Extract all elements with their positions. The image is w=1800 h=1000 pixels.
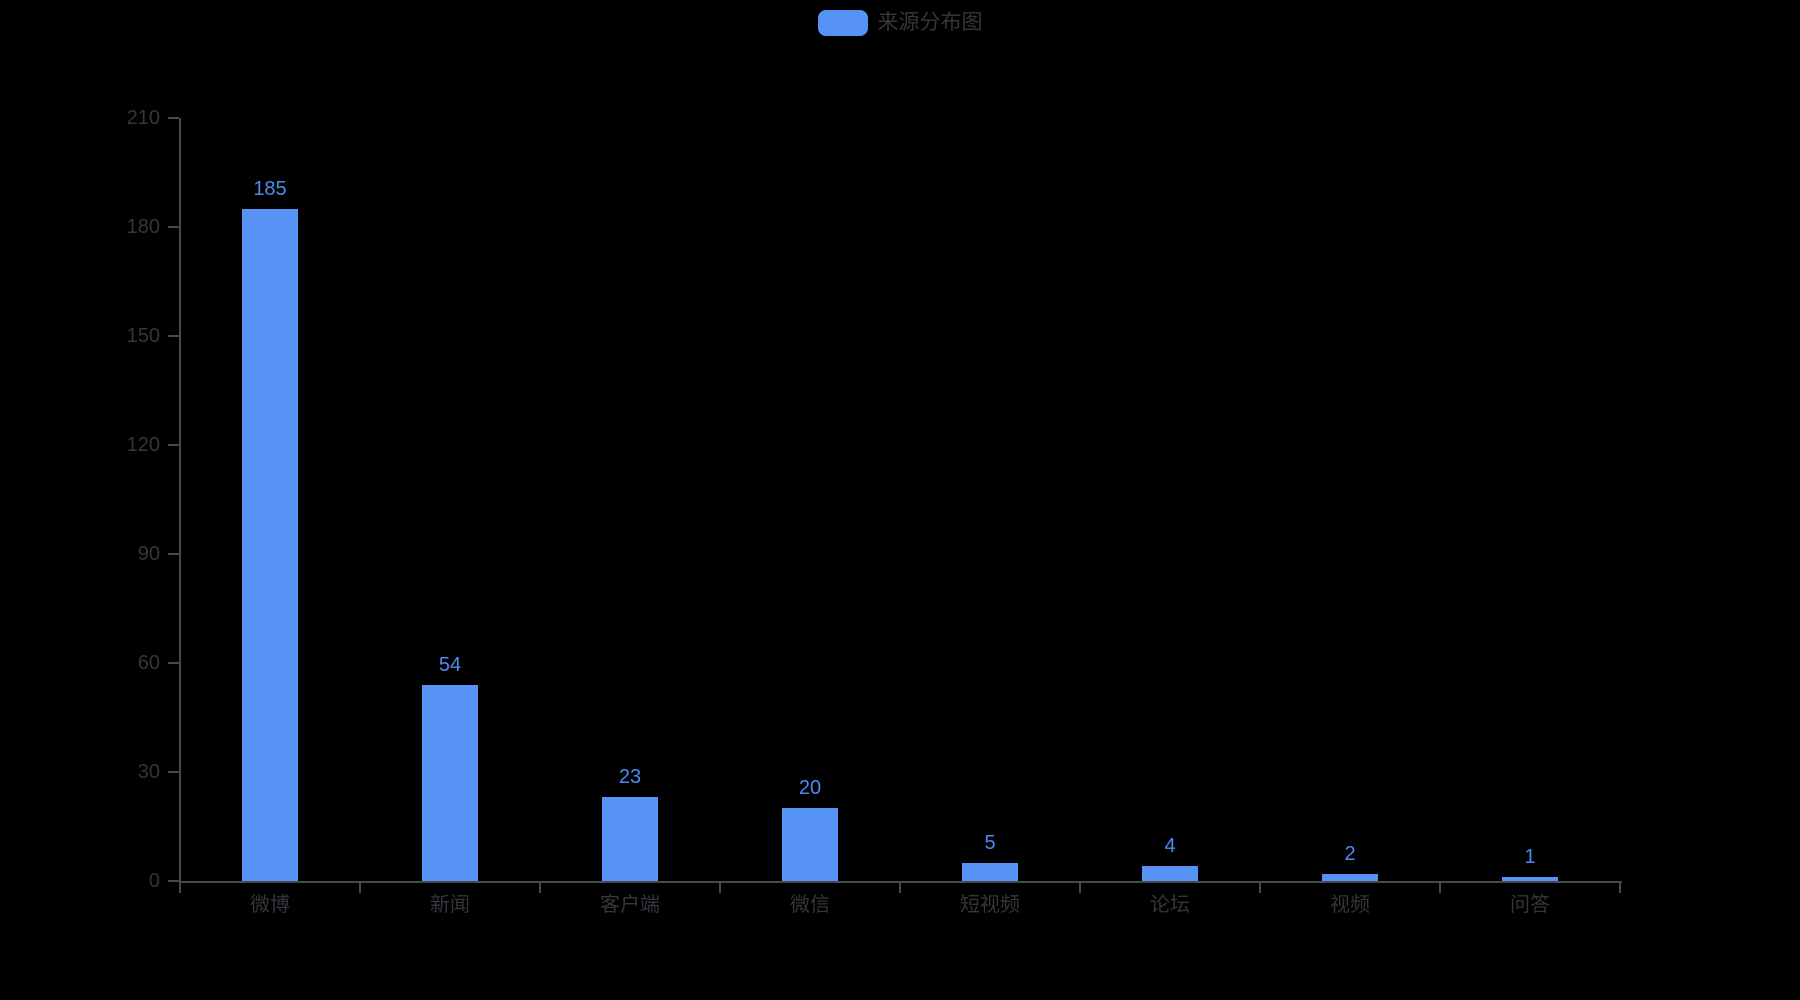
x-axis-tick: [1079, 883, 1081, 893]
y-axis-tick: [168, 226, 179, 228]
x-axis-category-label: 微博: [250, 894, 290, 916]
x-axis-category-label: 视频: [1330, 894, 1370, 916]
bar-value-label: 23: [618, 766, 642, 788]
y-axis-line: [179, 118, 181, 883]
bar[interactable]: [1502, 877, 1558, 881]
bar[interactable]: [1142, 866, 1198, 881]
bar-value-label: 54: [438, 654, 462, 676]
bar-value-label: 2: [1344, 843, 1356, 865]
y-axis-tick-label: 0: [148, 870, 160, 892]
y-axis-tick: [168, 444, 179, 446]
legend-label: 来源分布图: [877, 11, 983, 34]
bar-value-label: 1: [1524, 846, 1536, 868]
x-axis-category-label: 短视频: [960, 894, 1020, 916]
x-axis-tick: [1259, 883, 1261, 893]
x-axis-tick: [899, 883, 901, 893]
x-axis-tick: [719, 883, 721, 893]
bar[interactable]: [782, 808, 838, 881]
y-axis-tick: [168, 553, 179, 555]
bar[interactable]: [1322, 874, 1378, 881]
y-axis-tick-label: 150: [126, 325, 160, 347]
x-axis-category-label: 新闻: [430, 894, 470, 916]
y-axis-tick-label: 180: [126, 216, 160, 238]
x-axis-tick: [1439, 883, 1441, 893]
y-axis-tick: [168, 335, 179, 337]
y-axis-tick: [168, 880, 179, 882]
y-axis-tick-label: 30: [137, 761, 160, 783]
bar[interactable]: [602, 797, 658, 881]
x-axis-category-label: 问答: [1510, 894, 1550, 916]
x-axis-tick: [359, 883, 361, 893]
y-axis-tick-label: 60: [137, 652, 160, 674]
y-axis-tick-label: 210: [126, 107, 160, 129]
x-axis-tick: [179, 883, 181, 893]
x-axis-tick: [539, 883, 541, 893]
x-axis-category-label: 论坛: [1150, 894, 1190, 916]
x-axis-line: [179, 881, 1622, 883]
legend-swatch: [817, 10, 868, 36]
legend-item[interactable]: 来源分布图: [0, 8, 1800, 38]
bar[interactable]: [962, 863, 1018, 881]
bar[interactable]: [242, 209, 298, 881]
bar-value-label: 20: [798, 777, 822, 799]
x-axis-tick: [1619, 883, 1621, 893]
y-axis-tick-label: 90: [137, 543, 160, 565]
bar-value-label: 185: [253, 178, 287, 200]
bar[interactable]: [422, 685, 478, 881]
bar-value-label: 4: [1164, 835, 1176, 857]
x-axis-category-label: 客户端: [600, 894, 660, 916]
y-axis-tick: [168, 771, 179, 773]
x-axis-category-label: 微信: [790, 894, 830, 916]
y-axis-tick: [168, 662, 179, 664]
bar-value-label: 5: [984, 832, 996, 854]
y-axis-tick-label: 120: [126, 434, 160, 456]
y-axis-tick: [168, 117, 179, 119]
